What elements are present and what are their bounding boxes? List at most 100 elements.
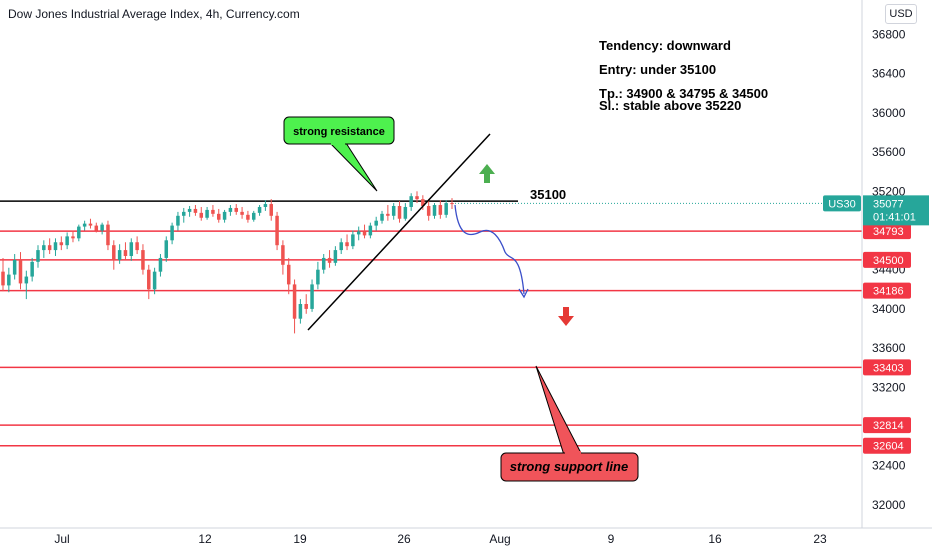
candle[interactable] [182,207,186,223]
candle[interactable] [310,279,314,312]
candle[interactable] [112,240,116,270]
candle[interactable] [158,254,163,277]
time-axis[interactable]: Jul 12 19 26 Aug 9 16 23 [54,532,827,546]
candle[interactable] [24,270,29,300]
candle[interactable] [426,199,431,221]
candle[interactable] [88,218,93,229]
arrow-down-icon [558,307,574,326]
candle[interactable] [257,205,262,216]
candle[interactable] [205,206,209,220]
candle[interactable] [222,209,227,223]
candle[interactable] [30,257,34,282]
candle[interactable] [362,224,367,239]
candle[interactable] [82,220,87,231]
support-callout[interactable]: strong support line [500,365,639,482]
candle[interactable] [217,208,221,223]
currency-button[interactable]: USD [885,4,917,24]
candle[interactable] [228,205,233,216]
candle[interactable] [199,206,204,221]
arrow-up-icon [479,164,495,183]
candle[interactable] [286,257,291,295]
candle[interactable] [345,234,349,251]
candle[interactable] [321,254,326,274]
candle[interactable] [380,210,384,224]
candle[interactable] [333,246,338,266]
candle[interactable] [1,257,5,292]
candle[interactable] [170,222,174,245]
candle[interactable] [240,206,244,219]
candle[interactable] [164,236,169,262]
candle[interactable] [275,211,279,251]
candle[interactable] [409,193,413,211]
candle[interactable] [123,242,128,260]
candle[interactable] [147,264,151,300]
level-tag-label: 32604 [873,441,904,453]
candle[interactable] [263,200,268,211]
price-tick-label: 33600 [872,341,906,355]
candle[interactable] [281,240,285,275]
time-tick-label: 12 [198,532,212,546]
candle[interactable] [141,244,145,275]
candle[interactable] [368,222,373,239]
ascending-trendline[interactable] [307,133,491,331]
candle[interactable] [234,204,238,215]
candle[interactable] [7,267,11,293]
candle[interactable] [42,240,46,258]
candle[interactable] [391,203,396,220]
resistance-callout[interactable]: strong resistance [283,116,395,192]
candle[interactable] [339,238,343,255]
candle[interactable] [438,200,443,219]
candle[interactable] [444,200,448,218]
candle[interactable] [129,238,134,261]
candle[interactable] [187,206,192,217]
candle[interactable] [432,203,437,219]
resistance-label: strong resistance [293,126,385,138]
candle[interactable] [327,250,332,268]
candle[interactable] [94,222,99,233]
level-tag [863,437,911,454]
candle[interactable] [65,232,69,250]
candle[interactable] [47,238,52,255]
candle[interactable] [152,267,157,295]
candle[interactable] [106,220,110,251]
candle[interactable] [77,224,81,242]
candle[interactable] [269,199,273,221]
price-tick-label: 35200 [872,184,906,198]
candle[interactable] [403,203,408,221]
candle[interactable] [211,205,215,217]
price-tick-label: 36800 [872,28,906,42]
candle[interactable] [415,191,419,204]
candle[interactable] [71,230,75,243]
candlestick-series [1,191,454,334]
candle[interactable] [298,299,303,324]
candle[interactable] [421,195,425,210]
candle[interactable] [356,226,361,241]
candle[interactable] [193,205,198,216]
candle[interactable] [316,261,320,290]
chart-title: Dow Jones Industrial Average Index, 4h, … [8,7,300,21]
candle[interactable] [351,230,355,250]
candle[interactable] [59,236,64,251]
resistance-level-label: 35100 [530,187,566,202]
candle[interactable] [386,205,390,221]
candle[interactable] [53,238,58,256]
candle[interactable] [135,236,139,255]
candle[interactable] [36,245,40,268]
candle[interactable] [176,211,180,231]
candle[interactable] [12,254,17,280]
candle[interactable] [251,210,256,222]
candle[interactable] [117,244,122,264]
candle[interactable] [450,198,454,209]
candle[interactable] [18,252,23,290]
candle[interactable] [397,201,402,223]
level-tag [863,251,911,268]
candle[interactable] [304,294,308,314]
projected-path [454,204,525,295]
candle[interactable] [246,210,250,223]
time-tick-label: Jul [54,532,69,546]
candle[interactable] [292,279,297,334]
time-tick-label: 9 [608,532,615,546]
candle[interactable] [100,222,104,235]
candle[interactable] [374,216,378,231]
